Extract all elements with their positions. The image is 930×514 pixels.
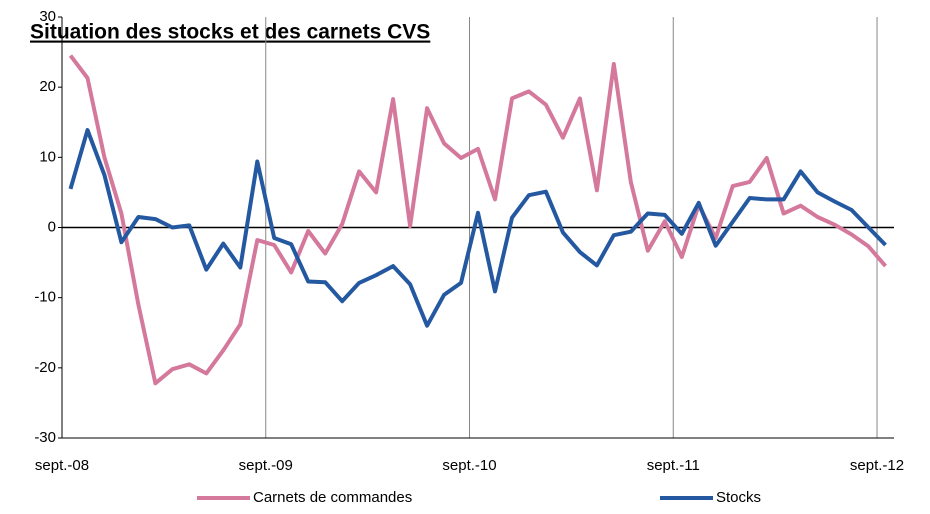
y-tick-label: -20 <box>34 359 56 376</box>
y-tick-label: 30 <box>39 8 56 25</box>
legend-label: Stocks <box>716 489 761 506</box>
x-tick-label: sept.-12 <box>850 457 904 474</box>
x-tick-label: sept.-11 <box>647 457 700 474</box>
series-line <box>68 54 888 386</box>
y-tick-label: 0 <box>48 218 56 235</box>
x-tick-label: sept.-08 <box>35 457 89 474</box>
series-line <box>68 128 887 328</box>
y-tick-label: 20 <box>39 78 56 95</box>
legend-label: Carnets de commandes <box>253 489 412 506</box>
y-tick-label: -10 <box>34 289 56 306</box>
chart-title: Situation des stocks et des carnets CVS <box>30 21 430 44</box>
y-tick-label: -30 <box>34 429 56 446</box>
x-tick-label: sept.-10 <box>442 457 496 474</box>
x-tick-label: sept.-09 <box>239 457 293 474</box>
y-tick-label: 10 <box>39 148 56 165</box>
